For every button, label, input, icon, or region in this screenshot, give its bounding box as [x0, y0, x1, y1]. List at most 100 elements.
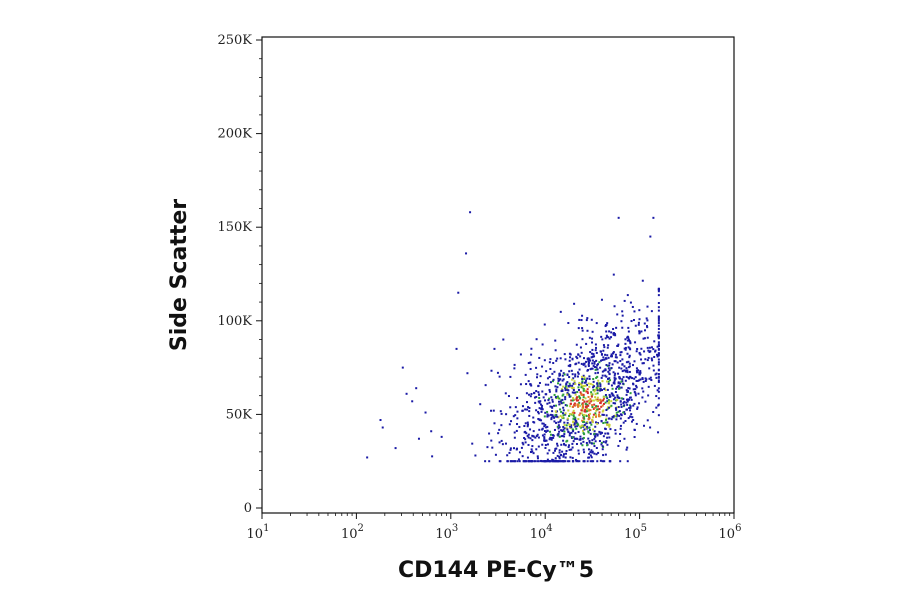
data-point [596, 384, 599, 387]
data-point [591, 383, 594, 386]
data-point [528, 393, 531, 396]
data-point [440, 435, 443, 438]
data-point [631, 305, 634, 308]
data-point [586, 420, 589, 423]
data-point [548, 438, 551, 441]
data-point [616, 413, 619, 416]
data-point [657, 373, 660, 376]
data-point [623, 299, 626, 302]
data-point [657, 368, 660, 371]
data-point [638, 379, 641, 382]
data-point [578, 460, 581, 463]
data-point [558, 426, 561, 429]
data-point [657, 358, 660, 361]
data-point [548, 449, 551, 452]
data-point [587, 448, 590, 451]
data-point [657, 319, 660, 322]
data-point [635, 379, 638, 382]
data-point [561, 379, 564, 382]
data-point [574, 432, 577, 435]
data-point [606, 436, 609, 439]
data-point [632, 404, 635, 407]
data-point [544, 411, 547, 414]
data-point [547, 399, 550, 402]
data-point [559, 454, 562, 457]
data-point [583, 357, 586, 360]
data-point [534, 436, 537, 439]
data-point [606, 380, 609, 383]
data-point [638, 402, 641, 405]
data-point [556, 386, 559, 389]
data-point [578, 383, 581, 386]
data-point [596, 389, 599, 392]
data-point [562, 425, 565, 428]
data-point [627, 338, 630, 341]
data-point [573, 302, 576, 305]
data-point [500, 412, 503, 415]
data-point [638, 352, 641, 355]
data-point [577, 403, 580, 406]
data-point [500, 439, 503, 442]
data-point [608, 337, 611, 340]
data-point [591, 348, 594, 351]
data-point [646, 326, 649, 329]
data-point [566, 421, 569, 424]
data-point [577, 460, 580, 463]
data-point [621, 378, 624, 381]
data-point [616, 398, 619, 401]
data-point [615, 411, 618, 414]
data-point [585, 422, 588, 425]
data-point [554, 395, 557, 398]
data-point [457, 291, 460, 294]
data-point [612, 371, 615, 374]
data-point [498, 428, 501, 431]
data-point [601, 338, 604, 341]
data-point [549, 460, 552, 463]
data-point [597, 379, 600, 382]
data-point [562, 428, 565, 431]
data-point [629, 406, 632, 409]
data-point [545, 430, 548, 433]
data-point [527, 406, 530, 409]
data-point [593, 445, 596, 448]
data-point [591, 362, 594, 365]
data-point [608, 423, 611, 426]
data-point [521, 409, 524, 412]
data-point [594, 421, 597, 424]
data-point [607, 382, 610, 385]
data-point [614, 402, 617, 405]
data-point [628, 365, 631, 368]
data-point [579, 346, 582, 349]
data-point [528, 406, 531, 409]
data-point [657, 336, 660, 339]
data-point [580, 362, 583, 365]
data-point [559, 378, 562, 381]
data-point [540, 406, 543, 409]
data-point [627, 387, 630, 390]
data-point [572, 430, 575, 433]
data-point [606, 407, 609, 410]
data-point [577, 361, 580, 364]
data-point [609, 428, 612, 431]
data-point [556, 454, 559, 457]
data-point [557, 432, 560, 435]
data-point [529, 437, 532, 440]
data-point [564, 413, 567, 416]
data-point [564, 404, 567, 407]
data-point [549, 413, 552, 416]
data-point [590, 399, 593, 402]
data-point [611, 387, 614, 390]
data-point [598, 407, 601, 410]
data-point [529, 361, 532, 364]
data-point [543, 436, 546, 439]
data-point [624, 348, 627, 351]
data-point [582, 421, 585, 424]
data-point [466, 372, 469, 375]
data-point [560, 429, 563, 432]
data-point [600, 405, 603, 408]
data-point [583, 428, 586, 431]
data-point [625, 398, 628, 401]
data-point [620, 397, 623, 400]
data-point [562, 378, 565, 381]
data-point [553, 460, 556, 463]
